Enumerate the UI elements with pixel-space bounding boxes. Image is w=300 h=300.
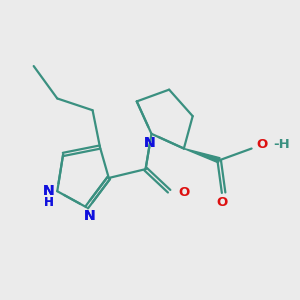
Circle shape	[145, 127, 158, 140]
Text: N: N	[43, 184, 55, 198]
Text: N: N	[43, 184, 55, 198]
Text: N: N	[84, 209, 95, 223]
Circle shape	[80, 201, 93, 214]
Circle shape	[51, 185, 64, 198]
Text: -H: -H	[273, 138, 290, 151]
Text: N: N	[84, 209, 95, 223]
Text: H: H	[44, 196, 54, 209]
Polygon shape	[184, 148, 220, 163]
Text: H: H	[44, 196, 54, 209]
Text: O: O	[178, 186, 189, 199]
Text: N: N	[143, 136, 155, 150]
Text: N: N	[143, 136, 155, 150]
Text: O: O	[217, 196, 228, 209]
Text: O: O	[256, 138, 267, 151]
